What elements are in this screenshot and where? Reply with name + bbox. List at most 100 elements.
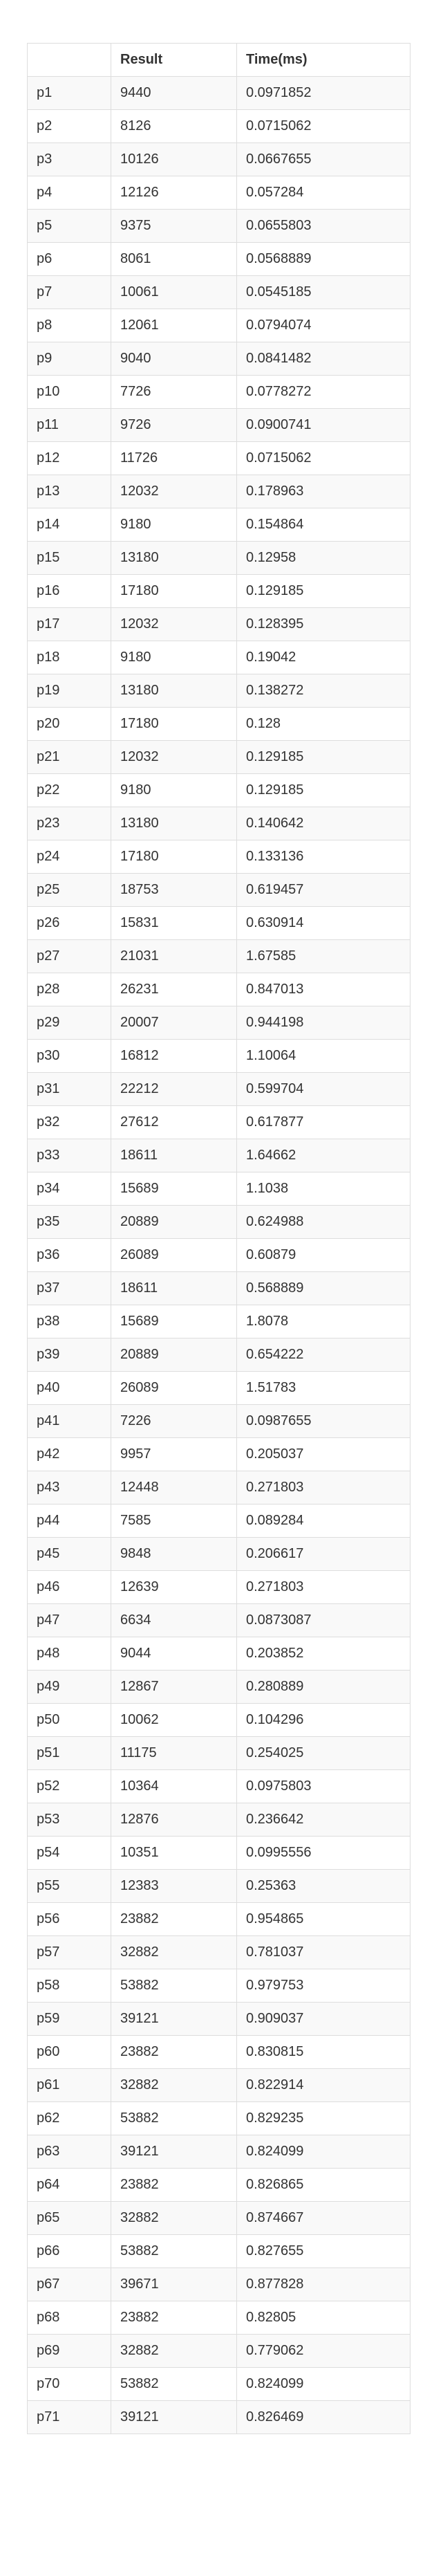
cell-result: 12032 xyxy=(111,475,237,508)
cell-time: 0.0545185 xyxy=(236,275,411,309)
cell-problem: p52 xyxy=(27,1769,111,1803)
cell-time: 0.826865 xyxy=(236,2168,411,2202)
cell-time: 0.178963 xyxy=(236,475,411,508)
table-row: p36 26089 0.60879 xyxy=(27,1238,411,1272)
cell-result: 17180 xyxy=(111,840,237,874)
cell-result: 9180 xyxy=(111,641,237,674)
cell-time: 0.0971852 xyxy=(236,76,411,110)
cell-problem: p4 xyxy=(27,176,111,210)
cell-result: 15689 xyxy=(111,1172,237,1206)
cell-problem: p63 xyxy=(27,2135,111,2169)
table-header: Result Time(ms) xyxy=(27,43,411,77)
cell-time: 0.847013 xyxy=(236,973,411,1006)
table-row: p35 20889 0.624988 xyxy=(27,1205,411,1239)
cell-problem: p26 xyxy=(27,906,111,940)
cell-result: 9440 xyxy=(111,76,237,110)
cell-result: 12448 xyxy=(111,1471,237,1505)
table-row: p18 9180 0.19042 xyxy=(27,641,411,674)
cell-time: 0.089284 xyxy=(236,1504,411,1538)
cell-problem: p42 xyxy=(27,1437,111,1471)
table-row: p67 39671 0.877828 xyxy=(27,2267,411,2301)
cell-problem: p59 xyxy=(27,2002,111,2036)
cell-problem: p64 xyxy=(27,2168,111,2202)
cell-result: 23882 xyxy=(111,1902,237,1936)
table-row: p52 10364 0.0975803 xyxy=(27,1769,411,1803)
cell-time: 0.057284 xyxy=(236,176,411,210)
table-row: p55 12383 0.25363 xyxy=(27,1869,411,1903)
cell-result: 8126 xyxy=(111,109,237,143)
table-row: p25 18753 0.619457 xyxy=(27,873,411,907)
cell-problem: p10 xyxy=(27,375,111,409)
cell-time: 0.0568889 xyxy=(236,242,411,276)
cell-time: 0.236642 xyxy=(236,1803,411,1837)
table-body: p1 9440 0.0971852 p2 8126 0.0715062 p3 10126 0.0… xyxy=(27,76,411,2434)
cell-time: 1.8078 xyxy=(236,1305,411,1338)
cell-time: 0.909037 xyxy=(236,2002,411,2036)
cell-time: 0.0794074 xyxy=(236,309,411,342)
cell-problem: p23 xyxy=(27,807,111,840)
cell-problem: p62 xyxy=(27,2101,111,2135)
cell-result: 10062 xyxy=(111,1703,237,1737)
cell-time: 0.129185 xyxy=(236,574,411,608)
table-row: p24 17180 0.133136 xyxy=(27,840,411,874)
table-row: p6 8061 0.0568889 xyxy=(27,242,411,276)
cell-time: 0.25363 xyxy=(236,1869,411,1903)
cell-problem: p70 xyxy=(27,2367,111,2401)
cell-result: 7226 xyxy=(111,1404,237,1438)
table-row: p33 18611 1.64662 xyxy=(27,1139,411,1172)
table-row: p59 39121 0.909037 xyxy=(27,2002,411,2036)
table-row: p66 53882 0.827655 xyxy=(27,2234,411,2268)
cell-problem: p48 xyxy=(27,1637,111,1671)
cell-time: 0.624988 xyxy=(236,1205,411,1239)
header-time: Time(ms) xyxy=(236,43,411,77)
cell-time: 0.0900741 xyxy=(236,408,411,442)
cell-result: 23882 xyxy=(111,2168,237,2202)
results-table-container: Result Time(ms) p1 9440 0.0971852 p2 8126 0.0… xyxy=(27,43,411,2434)
table-row: p38 15689 1.8078 xyxy=(27,1305,411,1338)
cell-result: 39671 xyxy=(111,2267,237,2301)
cell-problem: p43 xyxy=(27,1471,111,1505)
table-row: p27 21031 1.67585 xyxy=(27,939,411,973)
cell-problem: p45 xyxy=(27,1537,111,1571)
cell-result: 12061 xyxy=(111,309,237,342)
cell-problem: p39 xyxy=(27,1338,111,1372)
table-row: p7 10061 0.0545185 xyxy=(27,275,411,309)
cell-time: 0.0975803 xyxy=(236,1769,411,1803)
cell-result: 16812 xyxy=(111,1039,237,1073)
table-row: p1 9440 0.0971852 xyxy=(27,76,411,110)
table-row: p39 20889 0.654222 xyxy=(27,1338,411,1372)
cell-result: 15689 xyxy=(111,1305,237,1338)
cell-problem: p47 xyxy=(27,1603,111,1637)
cell-time: 0.822914 xyxy=(236,2068,411,2102)
table-row: p51 11175 0.254025 xyxy=(27,1736,411,1770)
cell-result: 9848 xyxy=(111,1537,237,1571)
cell-time: 0.944198 xyxy=(236,1006,411,1040)
table-row: p41 7226 0.0987655 xyxy=(27,1404,411,1438)
cell-problem: p71 xyxy=(27,2400,111,2434)
cell-result: 53882 xyxy=(111,2234,237,2268)
table-row: p54 10351 0.0995556 xyxy=(27,1836,411,1870)
cell-problem: p65 xyxy=(27,2201,111,2235)
cell-result: 18611 xyxy=(111,1271,237,1305)
cell-problem: p58 xyxy=(27,1969,111,2003)
cell-result: 39121 xyxy=(111,2135,237,2169)
cell-time: 0.128 xyxy=(236,707,411,741)
header-row: Result Time(ms) xyxy=(27,43,411,77)
cell-problem: p6 xyxy=(27,242,111,276)
table-row: p70 53882 0.824099 xyxy=(27,2367,411,2401)
cell-time: 0.129185 xyxy=(236,773,411,807)
table-row: p28 26231 0.847013 xyxy=(27,973,411,1006)
cell-result: 27612 xyxy=(111,1105,237,1139)
cell-result: 32882 xyxy=(111,2334,237,2368)
cell-problem: p9 xyxy=(27,342,111,376)
cell-time: 0.0987655 xyxy=(236,1404,411,1438)
cell-result: 13180 xyxy=(111,541,237,575)
table-row: p65 32882 0.874667 xyxy=(27,2201,411,2235)
cell-result: 9044 xyxy=(111,1637,237,1671)
cell-time: 0.779062 xyxy=(236,2334,411,2368)
cell-time: 0.254025 xyxy=(236,1736,411,1770)
cell-problem: p38 xyxy=(27,1305,111,1338)
cell-problem: p55 xyxy=(27,1869,111,1903)
table-row: p34 15689 1.1038 xyxy=(27,1172,411,1206)
cell-time: 0.0841482 xyxy=(236,342,411,376)
